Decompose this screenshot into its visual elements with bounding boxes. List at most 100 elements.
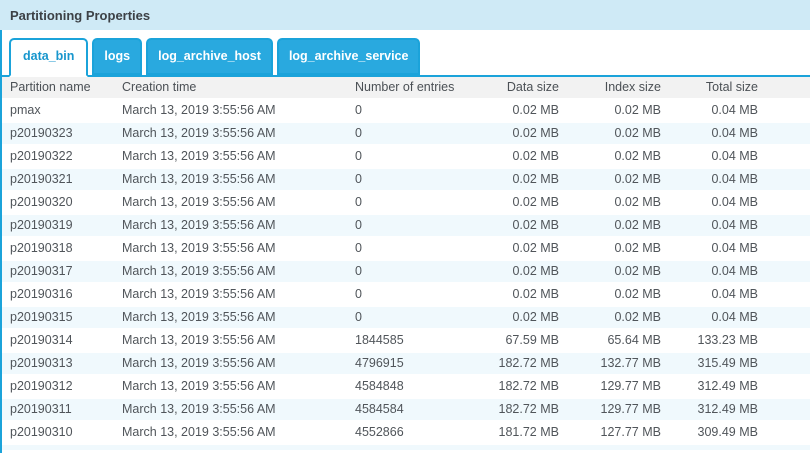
next-row-sliver	[2, 445, 810, 450]
cell: 0.02 MB	[464, 146, 559, 169]
cell: 0.02 MB	[559, 169, 661, 192]
cell: 182.72 MB	[464, 376, 559, 399]
cell: March 13, 2019 3:55:56 AM	[114, 307, 346, 330]
cell: 4796915	[346, 353, 464, 376]
table-row-p20190322[interactable]: p20190322 March 13, 2019 3:55:56 AM 0 0.02 …	[2, 146, 810, 169]
column-header-data-size: Data size	[464, 77, 559, 100]
table-row-pmax[interactable]: pmax March 13, 2019 3:55:56 AM 0 0.02 MB 0.0…	[2, 100, 810, 123]
cell: 129.77 MB	[559, 399, 661, 422]
partitions-table: Partition name Creation time Number of ent…	[2, 77, 810, 445]
cell: March 13, 2019 3:55:56 AM	[114, 238, 346, 261]
table-row-p20190323[interactable]: p20190323 March 13, 2019 3:55:56 AM 0 0.02 …	[2, 123, 810, 146]
cell: 181.72 MB	[464, 422, 559, 445]
cell: March 13, 2019 3:55:56 AM	[114, 399, 346, 422]
cell: pmax	[2, 100, 114, 123]
cell: 182.72 MB	[464, 353, 559, 376]
cell: 0.02 MB	[559, 123, 661, 146]
cell: p20190323	[2, 123, 114, 146]
cell: 0.04 MB	[661, 123, 810, 146]
table-row-p20190313[interactable]: p20190313 March 13, 2019 3:55:56 AM 479691…	[2, 353, 810, 376]
cell: 4552866	[346, 422, 464, 445]
cell: 1844585	[346, 330, 464, 353]
table-row-p20190320[interactable]: p20190320 March 13, 2019 3:55:56 AM 0 0.02 …	[2, 192, 810, 215]
cell: 182.72 MB	[464, 399, 559, 422]
cell: 129.77 MB	[559, 376, 661, 399]
cell: 0.02 MB	[559, 284, 661, 307]
cell: 0.04 MB	[661, 215, 810, 238]
cell: 0.02 MB	[464, 169, 559, 192]
cell: 127.77 MB	[559, 422, 661, 445]
cell: 0.04 MB	[661, 307, 810, 330]
cell: 0	[346, 238, 464, 261]
cell: p20190320	[2, 192, 114, 215]
table-row-p20190318[interactable]: p20190318 March 13, 2019 3:55:56 AM 0 0.02 …	[2, 238, 810, 261]
cell: 0	[346, 284, 464, 307]
cell: March 13, 2019 3:55:56 AM	[114, 192, 346, 215]
table-row-p20190315[interactable]: p20190315 March 13, 2019 3:55:56 AM 0 0.02 …	[2, 307, 810, 330]
cell: p20190315	[2, 307, 114, 330]
cell: 0.04 MB	[661, 238, 810, 261]
cell: 0	[346, 123, 464, 146]
cell: p20190314	[2, 330, 114, 353]
tab-bar: data_bin logs log_archive_host log_archive_…	[2, 30, 810, 77]
cell: 0	[346, 261, 464, 284]
table-body: pmax March 13, 2019 3:55:56 AM 0 0.02 MB 0.0…	[2, 100, 810, 445]
table-row-p20190316[interactable]: p20190316 March 13, 2019 3:55:56 AM 0 0.02 …	[2, 284, 810, 307]
cell: 0.04 MB	[661, 192, 810, 215]
column-header-index-size: Index size	[559, 77, 661, 100]
tab-data_bin[interactable]: data_bin	[9, 38, 89, 77]
cell: March 13, 2019 3:55:56 AM	[114, 330, 346, 353]
cell: 0	[346, 192, 464, 215]
cell: 4584848	[346, 376, 464, 399]
cell: March 13, 2019 3:55:56 AM	[114, 284, 346, 307]
cell: p20190311	[2, 399, 114, 422]
cell: 0.04 MB	[661, 261, 810, 284]
cell: March 13, 2019 3:55:56 AM	[114, 422, 346, 445]
cell: 0	[346, 215, 464, 238]
table-row-p20190312[interactable]: p20190312 March 13, 2019 3:55:56 AM 458484…	[2, 376, 810, 399]
table-header-row: Partition name Creation time Number of ent…	[2, 77, 810, 100]
cell: 0.02 MB	[464, 192, 559, 215]
cell: p20190317	[2, 261, 114, 284]
cell: March 13, 2019 3:55:56 AM	[114, 169, 346, 192]
column-header-creation-time: Creation time	[114, 77, 346, 100]
table-row-p20190321[interactable]: p20190321 March 13, 2019 3:55:56 AM 0 0.02 …	[2, 169, 810, 192]
cell: p20190318	[2, 238, 114, 261]
cell: 0.02 MB	[559, 307, 661, 330]
cell: 0.02 MB	[464, 307, 559, 330]
column-header-total-size: Total size	[661, 77, 810, 100]
cell: 0	[346, 100, 464, 123]
tab-log_archive_host[interactable]: log_archive_host	[146, 38, 273, 75]
cell: 309.49 MB	[661, 422, 810, 445]
cell: March 13, 2019 3:55:56 AM	[114, 376, 346, 399]
cell: 0.02 MB	[559, 146, 661, 169]
cell: 0.02 MB	[464, 100, 559, 123]
cell: p20190310	[2, 422, 114, 445]
tab-logs[interactable]: logs	[92, 38, 143, 75]
table-row-p20190317[interactable]: p20190317 March 13, 2019 3:55:56 AM 0 0.02 …	[2, 261, 810, 284]
table-row-p20190319[interactable]: p20190319 March 13, 2019 3:55:56 AM 0 0.02 …	[2, 215, 810, 238]
cell: 312.49 MB	[661, 399, 810, 422]
cell: March 13, 2019 3:55:56 AM	[114, 146, 346, 169]
cell: p20190316	[2, 284, 114, 307]
cell: p20190313	[2, 353, 114, 376]
column-header-partition-name: Partition name	[2, 77, 114, 100]
tab-log_archive_service[interactable]: log_archive_service	[276, 38, 421, 75]
table-row-p20190310[interactable]: p20190310 March 13, 2019 3:55:56 AM 455286…	[2, 422, 810, 445]
cell: 65.64 MB	[559, 330, 661, 353]
table-row-p20190314[interactable]: p20190314 March 13, 2019 3:55:56 AM 184458…	[2, 330, 810, 353]
cell: March 13, 2019 3:55:56 AM	[114, 215, 346, 238]
cell: 0.02 MB	[464, 261, 559, 284]
cell: 0.02 MB	[464, 123, 559, 146]
cell: March 13, 2019 3:55:56 AM	[114, 100, 346, 123]
cell: p20190312	[2, 376, 114, 399]
cell: 315.49 MB	[661, 353, 810, 376]
cell: 0.04 MB	[661, 146, 810, 169]
cell: 0.04 MB	[661, 284, 810, 307]
table-header: Partition name Creation time Number of ent…	[2, 77, 810, 100]
table-row-p20190311[interactable]: p20190311 March 13, 2019 3:55:56 AM 458458…	[2, 399, 810, 422]
panel-title-bar: Partitioning Properties	[0, 0, 810, 30]
cell: p20190322	[2, 146, 114, 169]
column-header-number-of-entries: Number of entries	[346, 77, 464, 100]
cell: 0.02 MB	[559, 100, 661, 123]
